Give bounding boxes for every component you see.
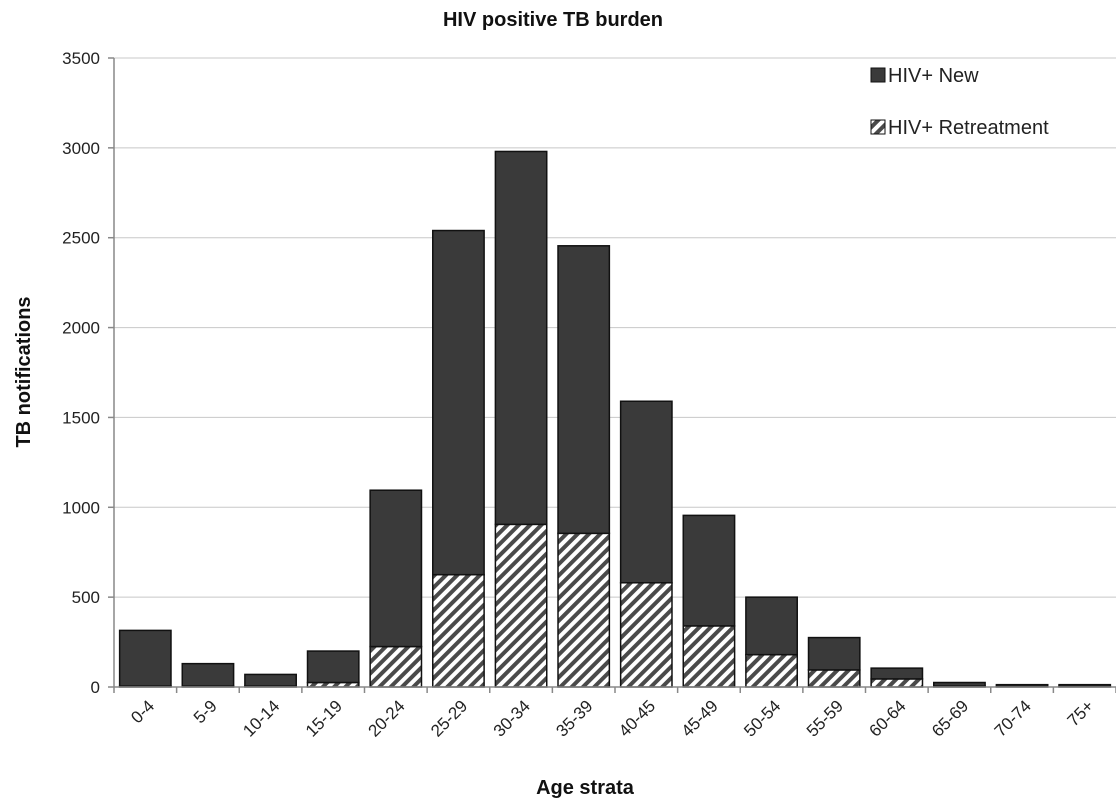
x-axis-ticks: 0-4 5-9 10-14 15-19 20-24 25-29 30-34 35-39 40-4… bbox=[127, 696, 1097, 740]
x-tick-label: 70-74 bbox=[991, 696, 1035, 740]
bar-segment-retreatment bbox=[870, 678, 924, 688]
x-tick-label: 35-39 bbox=[552, 696, 596, 740]
x-tick-label: 25-29 bbox=[427, 696, 471, 740]
bar-segment-new bbox=[494, 150, 548, 526]
legend-swatch bbox=[870, 119, 886, 135]
bar-segment-new bbox=[807, 636, 861, 671]
x-tick-label: 65-69 bbox=[928, 696, 972, 740]
y-tick-label: 3500 bbox=[62, 49, 100, 68]
bar-segment-new bbox=[995, 683, 1049, 688]
y-tick-label: 1000 bbox=[62, 498, 100, 517]
x-tick-label: 45-49 bbox=[678, 696, 722, 740]
bar-segment-new bbox=[432, 229, 485, 576]
x-tick-label: 55-59 bbox=[803, 696, 847, 740]
x-tick-label: 60-64 bbox=[865, 696, 909, 740]
bar-segment-retreatment bbox=[745, 653, 798, 688]
bar-segment-new bbox=[870, 667, 924, 680]
axes bbox=[108, 57, 1116, 693]
x-tick-label: 20-24 bbox=[364, 696, 408, 740]
bar-segment-new bbox=[306, 650, 360, 684]
bar-segment-new bbox=[369, 489, 423, 648]
bar-segment-new bbox=[1058, 683, 1112, 688]
x-tick-label: 30-34 bbox=[490, 696, 534, 740]
bar-segment-retreatment bbox=[807, 669, 861, 688]
bars bbox=[118, 150, 1112, 688]
gridlines bbox=[114, 57, 1116, 598]
y-axis-title: TB notifications bbox=[13, 296, 35, 447]
bar-segment-retreatment bbox=[682, 625, 736, 688]
x-tick-label: 5-9 bbox=[190, 696, 221, 727]
legend-label: HIV+ New bbox=[888, 65, 979, 87]
y-tick-label: 2500 bbox=[62, 229, 100, 248]
y-tick-label: 2000 bbox=[62, 319, 100, 338]
bar-segment-retreatment bbox=[494, 523, 548, 688]
y-tick-label: 1500 bbox=[62, 408, 100, 427]
x-tick-label: 10-14 bbox=[239, 696, 283, 740]
bar-segment-retreatment bbox=[619, 582, 673, 688]
bar-segment-retreatment bbox=[432, 573, 485, 688]
x-tick-label: 40-45 bbox=[615, 696, 659, 740]
bar-segment-new bbox=[118, 629, 172, 687]
legend-label: HIV+ Retreatment bbox=[888, 117, 1049, 139]
bar-segment-new bbox=[933, 681, 986, 687]
bar-segment-retreatment bbox=[369, 645, 423, 688]
bar-segment-new bbox=[619, 400, 673, 584]
bar-segment-new bbox=[557, 245, 611, 535]
x-tick-label: 75+ bbox=[1064, 696, 1098, 730]
x-axis-title: Age strata bbox=[536, 777, 635, 799]
y-tick-label: 0 bbox=[91, 678, 100, 697]
legend-swatch bbox=[870, 67, 886, 83]
bar-segment-new bbox=[181, 662, 235, 687]
x-tick-label: 0-4 bbox=[127, 696, 158, 727]
y-tick-label: 3000 bbox=[62, 139, 100, 158]
x-tick-label: 50-54 bbox=[740, 696, 784, 740]
x-tick-label: 15-19 bbox=[302, 696, 346, 740]
bar-segment-retreatment bbox=[557, 532, 611, 688]
chart-title: HIV positive TB burden bbox=[443, 9, 663, 31]
bar-segment-new bbox=[682, 514, 736, 627]
y-axis-ticks: 0 500 1000 1500 2000 2500 3000 3500 bbox=[62, 49, 100, 697]
bar-segment-new bbox=[745, 596, 798, 656]
y-tick-label: 500 bbox=[72, 588, 100, 607]
legend: HIV+ New HIV+ Retreatment bbox=[870, 65, 1049, 139]
bar-segment-new bbox=[244, 673, 297, 687]
